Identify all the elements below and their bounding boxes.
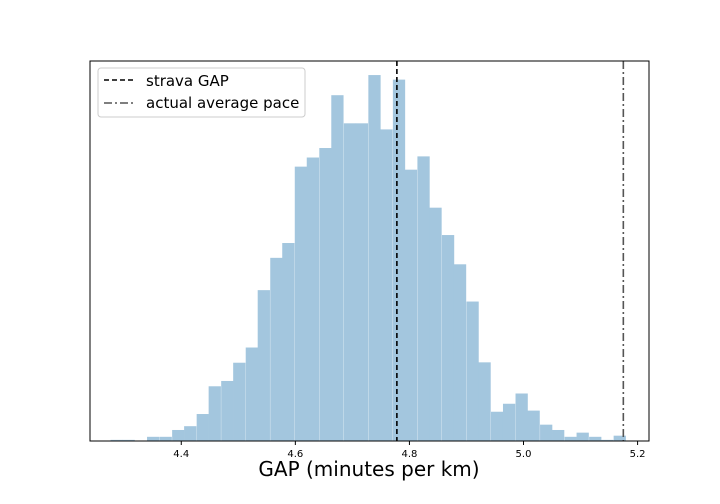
histogram-bar	[527, 410, 540, 441]
x-axis-label: GAP (minutes per km)	[258, 457, 479, 481]
histogram-bar	[355, 123, 369, 441]
x-tick-label: 5.2	[630, 449, 646, 460]
legend-label-actual-average-pace: actual average pace	[146, 94, 299, 112]
histogram-bar	[208, 386, 221, 441]
legend-label-strava-gap: strava GAP	[146, 72, 229, 90]
histogram-bar	[490, 411, 504, 441]
histogram-bar	[147, 436, 160, 441]
x-tick-label: 4.6	[287, 449, 303, 460]
histogram-bar	[159, 436, 172, 441]
histogram-bar	[184, 426, 197, 441]
axes-frame	[89, 60, 650, 442]
histogram-bar	[429, 207, 442, 441]
histogram-bar	[466, 301, 479, 441]
histogram-bar	[319, 148, 332, 441]
histogram-bar	[306, 157, 320, 441]
histogram-bar	[540, 424, 553, 441]
histogram-bar	[417, 156, 430, 441]
x-axis-ticks: 4.4 4.6 4.8 5.0 5.2	[173, 441, 646, 460]
x-tick-label: 4.8	[401, 449, 417, 460]
x-tick-label: 5.0	[516, 449, 532, 460]
histogram-bar	[613, 435, 626, 441]
histogram-bar	[576, 432, 589, 441]
legend-box	[97, 67, 306, 118]
histogram-bar	[601, 439, 614, 441]
histogram-bar	[172, 429, 185, 441]
histogram-bars	[110, 75, 626, 442]
histogram-bar	[453, 264, 467, 441]
histogram-bar	[245, 347, 258, 441]
histogram-bar	[392, 79, 406, 442]
histogram-bar	[270, 257, 283, 441]
histogram-bar	[331, 95, 344, 441]
histogram-bar	[122, 439, 135, 441]
histogram-bar	[564, 436, 577, 441]
histogram-bar	[196, 414, 209, 441]
histogram-bar	[257, 290, 270, 441]
histogram-bar	[221, 380, 234, 441]
histogram-bar	[380, 129, 393, 441]
histogram-bar	[368, 75, 381, 441]
histogram-bar	[294, 166, 308, 441]
histogram-bar	[110, 439, 123, 441]
histogram-bar	[589, 436, 602, 441]
histogram-bar	[343, 123, 357, 441]
histogram-bar	[515, 393, 528, 441]
histogram-bar	[282, 243, 295, 441]
histogram-bar	[441, 235, 455, 441]
x-tick-label: 4.4	[173, 449, 189, 460]
reference-lines	[396, 61, 625, 441]
histogram-bar	[233, 362, 246, 441]
histogram-bar	[404, 169, 418, 441]
legend: strava GAP actual average pace	[97, 67, 306, 118]
histogram-bar	[552, 429, 565, 441]
histogram-bar	[478, 362, 491, 441]
histogram-bar	[502, 403, 516, 441]
